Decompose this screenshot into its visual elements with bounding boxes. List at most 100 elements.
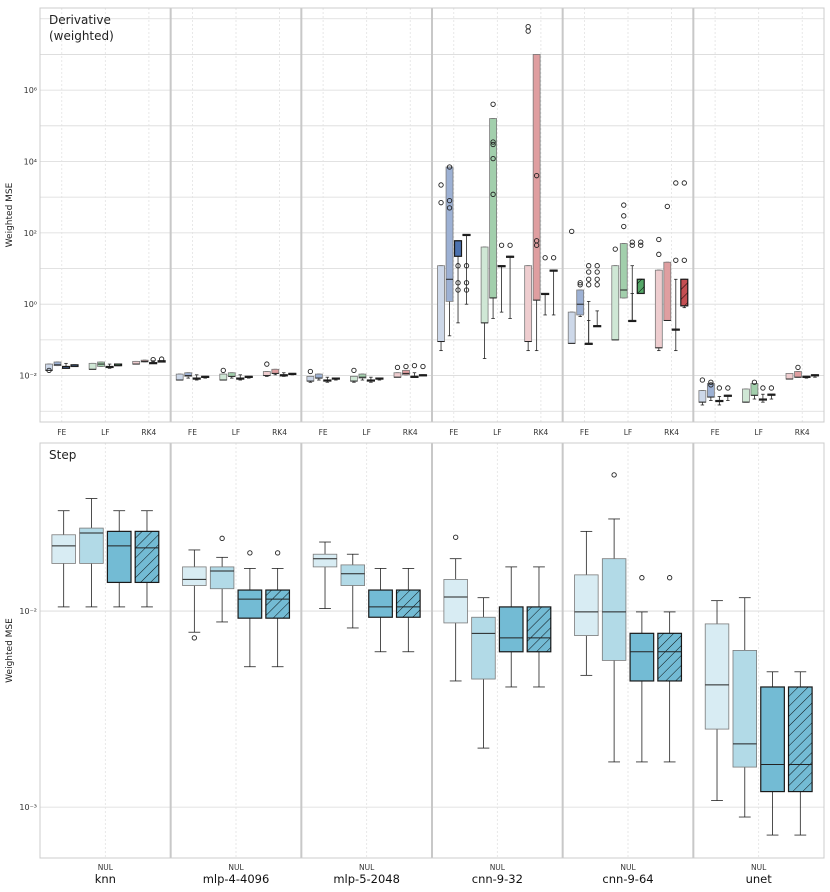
- box: [402, 369, 410, 376]
- box: [312, 553, 338, 568]
- box: [794, 371, 802, 378]
- outlier-point: [681, 180, 687, 186]
- xtick-label: FE: [57, 428, 66, 437]
- outlier-point: [490, 141, 496, 148]
- box: [663, 261, 672, 321]
- outlier-point: [586, 282, 592, 288]
- outlier-point: [612, 246, 618, 252]
- xtick-label: FE: [188, 428, 197, 437]
- xtick-label: FE: [449, 428, 458, 437]
- outlier-point: [569, 228, 575, 235]
- ytick-label: 10⁴: [24, 157, 37, 166]
- outlier-point: [446, 164, 453, 170]
- xtick-label: NUL: [98, 863, 114, 872]
- outlier-point: [542, 255, 548, 261]
- outlier-point: [638, 242, 644, 248]
- outlier-point: [656, 236, 662, 243]
- box: [368, 589, 393, 618]
- outlier-point: [411, 362, 418, 369]
- xtick-label: NUL: [751, 863, 767, 872]
- box-hatch: [114, 364, 122, 366]
- outlier-point: [490, 191, 496, 197]
- box: [237, 589, 263, 619]
- box: [574, 574, 599, 636]
- xtick-label: RK4: [403, 428, 418, 437]
- outlier-point: [594, 276, 600, 282]
- box: [629, 632, 655, 682]
- box: [750, 383, 759, 396]
- box: [704, 623, 730, 730]
- xtick-label: LF: [232, 428, 241, 437]
- outlier-point: [394, 364, 401, 371]
- box: [175, 373, 184, 381]
- outlier-point: [438, 200, 444, 206]
- outlier-point: [463, 287, 470, 293]
- box: [314, 373, 323, 379]
- box: [654, 269, 663, 349]
- outlier-point: [446, 197, 453, 204]
- outlier-point: [455, 263, 461, 269]
- outlier-point: [594, 269, 600, 275]
- outlier-point: [586, 276, 592, 282]
- xtick-label: LF: [624, 428, 633, 437]
- outlier-point: [446, 205, 453, 211]
- outlier-point: [629, 239, 635, 245]
- box: [619, 243, 628, 299]
- model-label: knn: [95, 872, 116, 886]
- box: [184, 372, 193, 377]
- box-hatch: [265, 590, 290, 619]
- boxes-layer: [45, 24, 820, 836]
- xtick-label: NUL: [359, 863, 375, 872]
- frame-layer: [39, 7, 825, 859]
- box-hatch: [135, 531, 159, 583]
- xtick-label: FE: [319, 428, 328, 437]
- box: [445, 166, 454, 302]
- outlier-point: [716, 385, 723, 391]
- outlier-point: [639, 575, 645, 581]
- box-hatch: [527, 606, 551, 652]
- outlier-point: [533, 173, 540, 179]
- box: [611, 265, 620, 341]
- box: [480, 246, 489, 324]
- box: [601, 558, 627, 661]
- outlier-point: [463, 280, 470, 286]
- outlier-point: [708, 379, 714, 385]
- xtick-label: FE: [711, 428, 720, 437]
- outlier-point: [507, 242, 513, 248]
- outlier-point: [533, 242, 540, 248]
- ytick-label: 10⁰: [24, 300, 37, 309]
- xtick-label: LF: [493, 428, 502, 437]
- xtick-label: FE: [580, 428, 589, 437]
- box: [340, 564, 365, 586]
- box: [209, 566, 235, 590]
- outlier-point: [490, 101, 496, 107]
- xtick-label: NUL: [620, 863, 636, 872]
- outlier-point: [46, 367, 52, 374]
- box: [88, 362, 97, 370]
- outlier-point: [577, 280, 583, 286]
- outlier-point: [220, 367, 226, 374]
- xtick-label: NUL: [228, 863, 244, 872]
- outlier-point: [158, 356, 165, 362]
- outlier-point: [219, 535, 225, 541]
- ytick-label: 10⁻³: [19, 803, 37, 812]
- ytick-label: 10⁻²: [19, 372, 37, 381]
- box: [271, 368, 280, 374]
- xtick-label: RK4: [533, 428, 548, 437]
- outlier-point: [699, 377, 706, 383]
- model-label: mlp-5-2048: [333, 872, 400, 886]
- outlier-point: [403, 363, 409, 370]
- panel-label: Derivative: [49, 13, 111, 27]
- outlier-point: [577, 282, 583, 288]
- box: [524, 265, 533, 342]
- y-axis-label: Weighted MSE: [5, 182, 15, 247]
- xtick-label: RK4: [664, 428, 679, 437]
- box: [79, 527, 104, 564]
- box: [306, 375, 315, 382]
- xtick-label: NUL: [490, 863, 506, 872]
- outlier-point: [455, 280, 461, 286]
- outlier-point: [247, 550, 253, 556]
- outlier-point: [725, 385, 731, 391]
- panel-label: (weighted): [49, 29, 114, 43]
- box: [742, 388, 750, 403]
